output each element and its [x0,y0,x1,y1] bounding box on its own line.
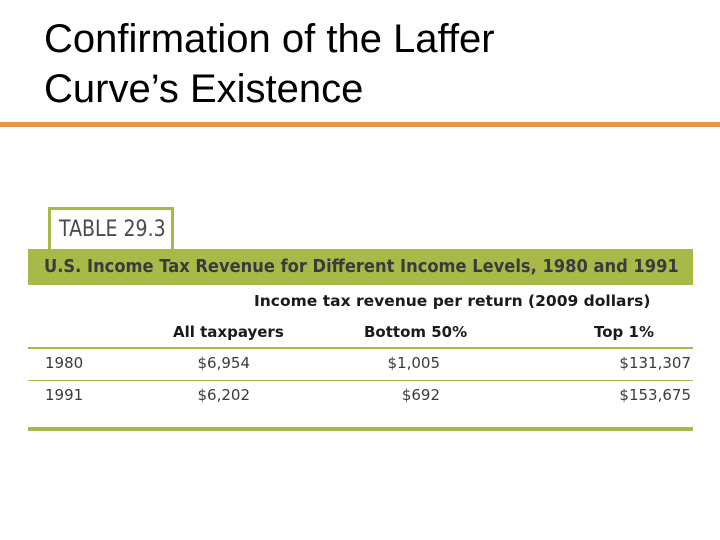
table-number-tag: TABLE 29.3 [48,207,174,249]
slide-title: Confirmation of the Laffer Curve’s Exist… [44,14,684,114]
row-year: 1980 [45,354,84,372]
table-number-label: TABLE 29.3 [59,217,166,242]
row-year: 1991 [45,386,84,404]
cell-all-taxpayers: $6,954 [197,354,251,372]
column-header-all-taxpayers: All taxpayers [173,323,284,341]
column-header-top-1: Top 1% [594,323,654,341]
slide-title-line-2: Curve’s Existence [44,67,364,111]
cell-all-taxpayers: $6,202 [197,386,251,404]
cell-top-1: $153,675 [619,386,691,404]
header-divider [28,347,693,349]
table-bottom-rule [28,427,693,431]
column-header-bottom-50: Bottom 50% [364,323,468,341]
row-divider [28,380,693,381]
title-divider [0,122,720,127]
cell-bottom-50: $692 [401,386,440,404]
column-group-header: Income tax revenue per return (2009 doll… [254,292,651,310]
table-caption: U.S. Income Tax Revenue for Different In… [44,256,679,277]
cell-top-1: $131,307 [619,354,691,372]
cell-bottom-50: $1,005 [387,354,441,372]
slide-title-line-1: Confirmation of the Laffer [44,17,495,61]
table-caption-band: U.S. Income Tax Revenue for Different In… [28,249,693,285]
